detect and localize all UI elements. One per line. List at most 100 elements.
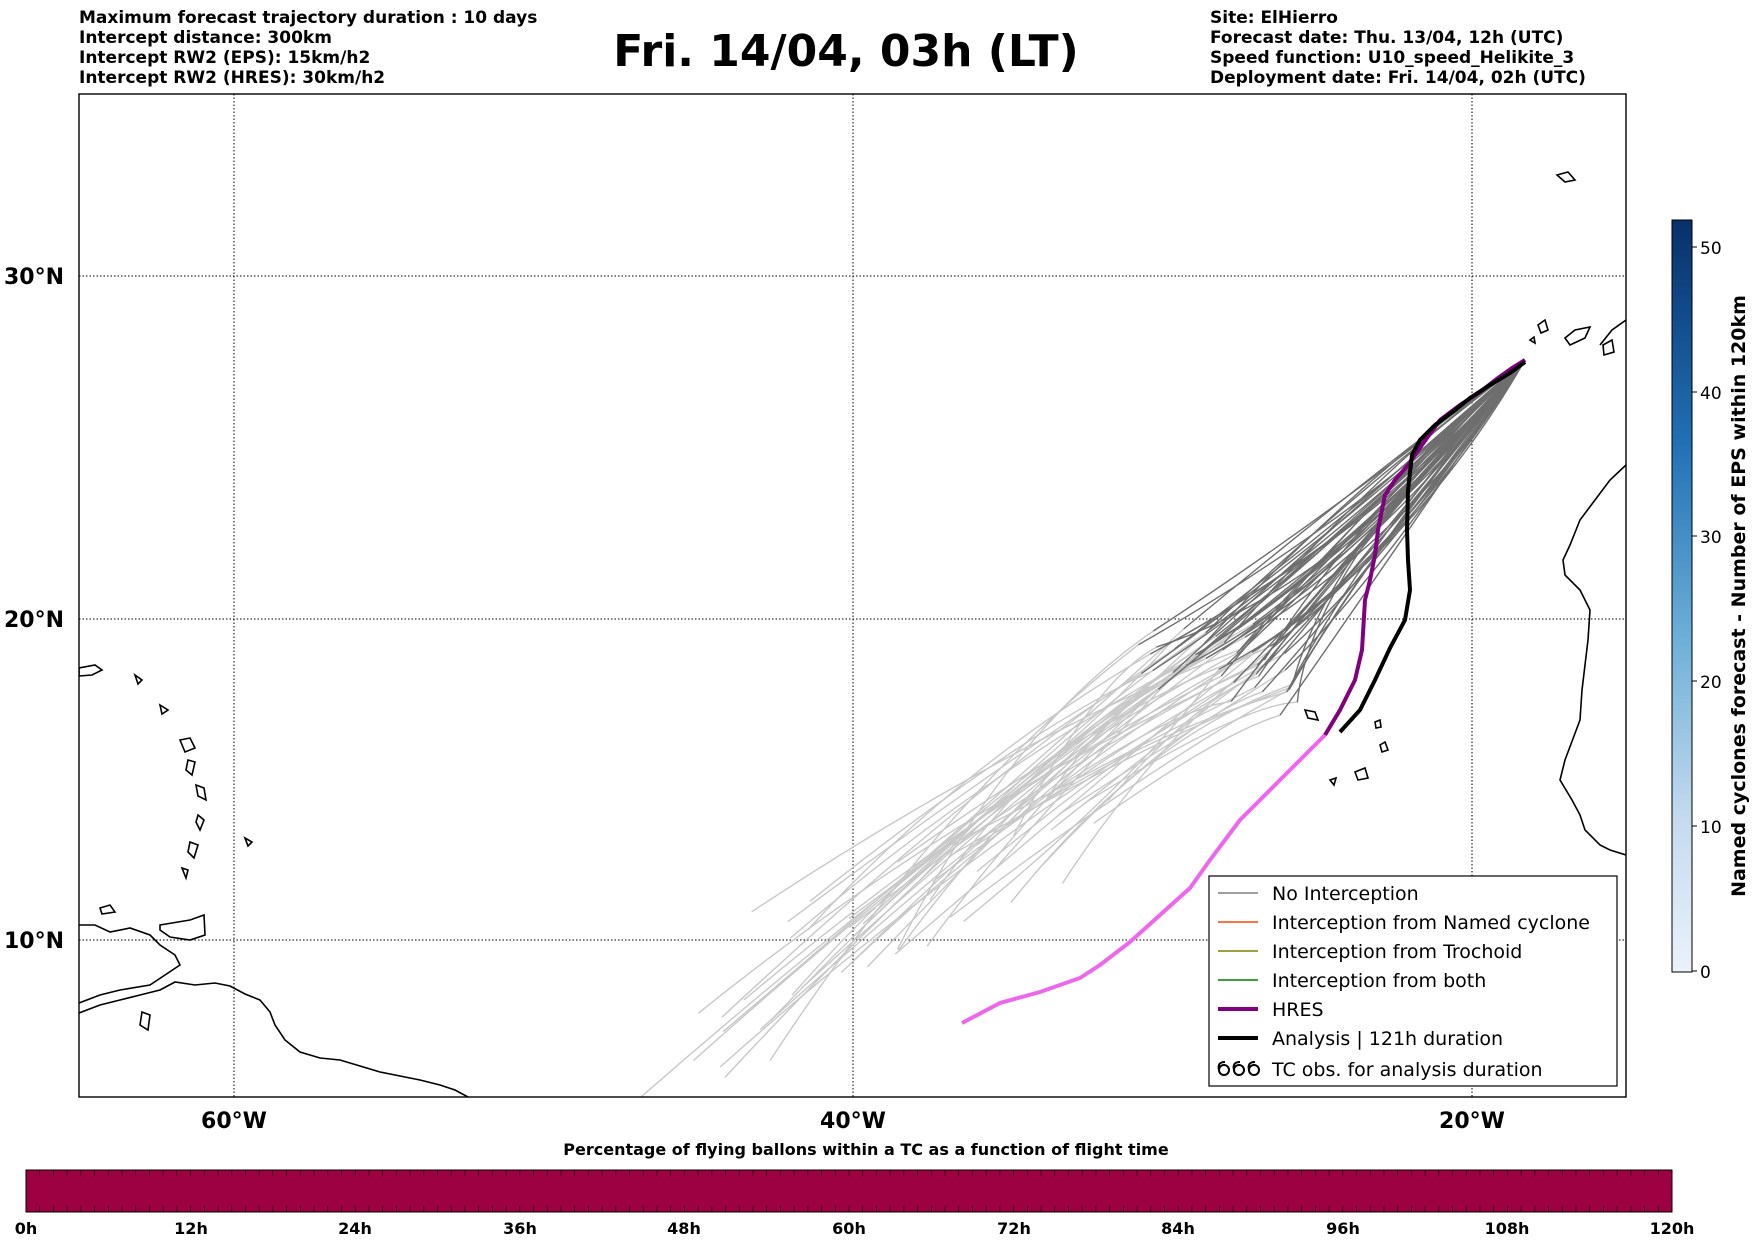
intercept-hres-text: Intercept RW2 (HRES): 30km/h2 [79, 68, 386, 88]
antilles-5 [187, 840, 199, 860]
eps-trajectory-segment [896, 663, 1228, 863]
trinidad-coast [159, 913, 206, 941]
cyclone-symbols-icon [1217, 1061, 1260, 1076]
colorbar-bottom-minor-ticks [39, 1170, 1659, 1212]
antilles-8 [133, 672, 144, 686]
map-border [78, 93, 1627, 1098]
lon-label-60w: 60°W [201, 1109, 267, 1134]
site-text: Site: ElHierro [1210, 8, 1338, 28]
cb-tick-20: 20 [1700, 673, 1722, 693]
canary-island-3 [1602, 338, 1615, 357]
eps-trajectory-segment [697, 664, 1258, 1014]
legend-label-both: Interception from both [1272, 970, 1486, 992]
colorbar-right: 0 10 20 30 40 50 Named cyclones forecast… [1671, 219, 1750, 983]
west-africa-upper-coast [1599, 319, 1626, 346]
eps-trajectory-segment [1107, 675, 1259, 801]
eps-trajectory-segment [743, 675, 1222, 1001]
west-africa-coast [1559, 464, 1626, 856]
eps-trajectory-segment [896, 630, 1154, 950]
lat-label-20n: 20°N [4, 608, 64, 633]
eps-trajectory-segment [1296, 359, 1526, 703]
time-tick-84h: 84h [1161, 1219, 1195, 1238]
colorbar-bottom-ticks: 0h 12h 24h 36h 48h 60h 72h 84h 96h 108h … [15, 1219, 1695, 1238]
cape-verde-4 [1374, 718, 1382, 729]
eps-trajectory-segment [1046, 664, 1187, 799]
eps-trajectory-segment [996, 654, 1196, 868]
eps-trajectory-segment [809, 670, 1154, 902]
madeira-island [1555, 171, 1577, 183]
intercept-distance-text: Intercept distance: 300km [79, 28, 332, 48]
eps-trajectory-segment [932, 681, 1235, 883]
antilles-3 [194, 783, 208, 802]
lat-label-10n: 10°N [4, 929, 64, 954]
eps-trajectory-segment [1013, 646, 1157, 836]
time-tick-72h: 72h [997, 1219, 1031, 1238]
eps-trajectory-segment [1236, 359, 1526, 654]
eps-trajectory-segment [963, 668, 1220, 922]
eps-trajectories-late [639, 623, 1298, 1097]
eps-trajectory-segment [769, 644, 1139, 1062]
time-tick-60h: 60h [832, 1219, 866, 1238]
eps-trajectory-segment [787, 673, 1142, 923]
venezuela-coast [79, 924, 182, 1004]
forecast-date-text: Forecast date: Thu. 13/04, 12h (UTC) [1210, 28, 1564, 48]
eps-trajectory-segment [1093, 714, 1281, 824]
colorbar-right-ticks: 0 10 20 30 40 50 [1692, 239, 1722, 983]
legend-label-analysis: Analysis | 121h duration [1272, 1028, 1503, 1050]
eps-trajectory-segment [1205, 359, 1526, 634]
legend: No Interception Interception from Named … [1208, 875, 1618, 1087]
eps-trajectory-segment [1172, 359, 1526, 674]
eps-trajectory-segment [898, 671, 1174, 951]
colorbar-bottom-title: Percentage of flying ballons within a TC… [563, 1140, 1169, 1159]
antilles-7 [243, 836, 254, 848]
antilles-2 [185, 758, 196, 777]
legend-label-no-interception: No Interception [1272, 883, 1419, 905]
time-tick-108h: 108h [1485, 1219, 1530, 1238]
colorbar-right-gradient [1671, 219, 1693, 973]
eps-trajectory-segment [789, 654, 1199, 939]
canary-island-1 [1537, 318, 1549, 335]
legend-label-tc-obs: TC obs. for analysis duration [1271, 1059, 1543, 1081]
cape-verde-5 [1379, 740, 1390, 754]
hres-trajectory-late [961, 733, 1327, 1025]
time-tick-48h: 48h [667, 1219, 701, 1238]
eps-trajectory-segment [894, 626, 1287, 955]
lon-label-20w: 20°W [1439, 1109, 1505, 1134]
eps-trajectory-segment [1058, 669, 1286, 816]
forecast-parameters: Maximum forecast trajectory duration : 1… [79, 8, 537, 88]
antilles-1 [178, 737, 197, 754]
time-tick-24h: 24h [338, 1219, 372, 1238]
map-axis-labels: 30°N 20°N 10°N 60°W 40°W 20°W [4, 265, 1505, 1134]
eps-trajectory-segment [1279, 359, 1526, 716]
cb-tick-40: 40 [1700, 384, 1722, 404]
antilles-11 [139, 1010, 151, 1032]
eps-trajectory-segment [1230, 359, 1526, 702]
cape-verde-2 [1353, 766, 1370, 781]
canary-island-4 [1528, 335, 1537, 345]
eps-trajectory-segment [1288, 359, 1526, 689]
eps-trajectory-segment [807, 653, 1151, 930]
eps-trajectory-segment [1014, 645, 1271, 821]
lon-label-40w: 40°W [820, 1109, 886, 1134]
colorbar-bottom-bar [25, 1169, 1673, 1213]
cape-verde-3 [1328, 776, 1338, 787]
colorbar-right-label: Named cyclones forecast - Number of EPS … [1728, 295, 1750, 897]
time-tick-12h: 12h [174, 1219, 208, 1238]
antilles-10 [98, 904, 117, 915]
cb-tick-50: 50 [1700, 239, 1722, 259]
antilles-6 [180, 866, 189, 881]
legend-box [1208, 875, 1618, 1087]
analysis-trajectory [1338, 360, 1527, 734]
eps-trajectory-segment [866, 631, 1207, 968]
antilles-4 [195, 813, 205, 832]
eps-trajectory-segment [976, 652, 1285, 873]
max-duration-text: Maximum forecast trajectory duration : 1… [79, 8, 538, 28]
eps-trajectory-segment [1205, 359, 1526, 634]
eps-trajectory-segment [1173, 359, 1526, 650]
south-america-coast [79, 981, 469, 1097]
legend-label-hres: HRES [1272, 999, 1324, 1021]
puerto-rico [79, 664, 104, 677]
map-content [79, 94, 1626, 1097]
time-tick-36h: 36h [503, 1219, 537, 1238]
